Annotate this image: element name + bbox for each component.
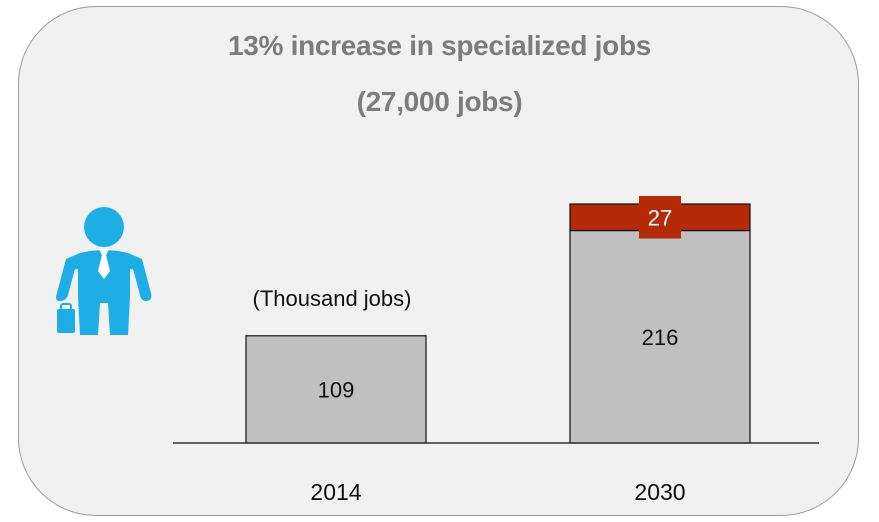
data-label-increase-2030: 27 — [648, 205, 672, 230]
bar-2014-segment-1 — [245, 335, 427, 444]
chart-subtitle: (27,000 jobs) — [356, 86, 523, 117]
chart-title: 13% increase in specialized jobs — [227, 30, 652, 61]
businessman-icon — [54, 205, 154, 340]
unit-label: (Thousand jobs) — [252, 286, 412, 311]
x-tick-label-2014: 2014 — [310, 479, 361, 505]
data-label-2030: 216 — [642, 325, 679, 350]
x-tick-label-2030: 2030 — [634, 479, 685, 505]
data-label-2014: 109 — [318, 377, 355, 402]
bar-2030-segment-1 — [569, 229, 751, 444]
data-label-box-2030 — [639, 196, 681, 239]
